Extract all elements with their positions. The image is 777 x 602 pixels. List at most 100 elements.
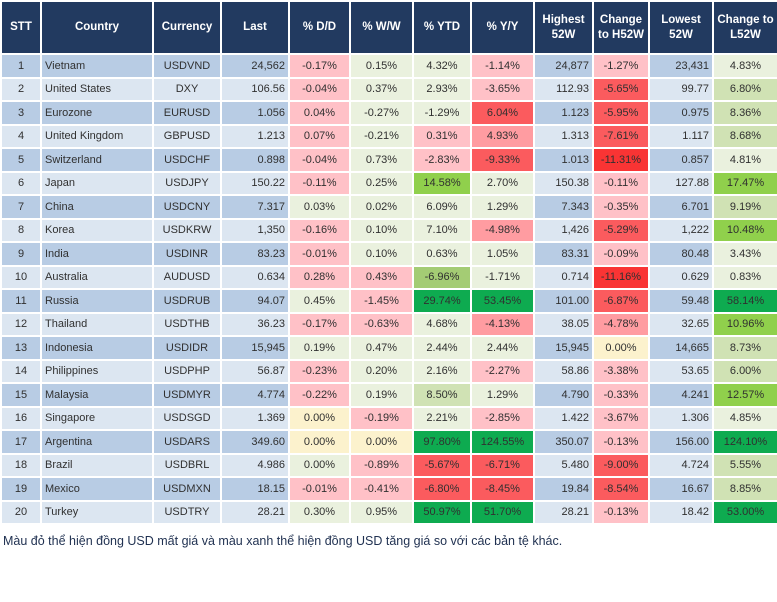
- cell-currency: GBPUSD: [152, 123, 222, 149]
- cell-currency: USDARS: [152, 429, 222, 455]
- cell-highest-52w: 1.013: [533, 147, 594, 173]
- cell-stt: 9: [0, 241, 42, 267]
- cell-last: 36.23: [220, 311, 290, 337]
- cell-last: 1.369: [220, 405, 290, 431]
- table-row: 9 India USDINR 83.23 -0.01% 0.10% 0.63% 1.05% 83…: [0, 241, 777, 267]
- cell-pct-dd: -0.01%: [288, 476, 351, 502]
- cell-last: 56.87: [220, 358, 290, 384]
- cell-lowest-52w: 1.117: [648, 123, 714, 149]
- cell-pct-ww: 0.10%: [349, 241, 414, 267]
- cell-currency: USDTHB: [152, 311, 222, 337]
- cell-pct-ytd: 97.80%: [412, 429, 472, 455]
- cell-lowest-52w: 16.67: [648, 476, 714, 502]
- cell-last: 18.15: [220, 476, 290, 502]
- cell-pct-ww: 0.02%: [349, 194, 414, 220]
- cell-pct-yy: 2.44%: [470, 335, 535, 361]
- cell-country: Turkey: [40, 499, 154, 525]
- cell-last: 1,350: [220, 217, 290, 243]
- column-header: Country: [40, 0, 154, 55]
- cell-stt: 15: [0, 382, 42, 408]
- cell-country: Vietnam: [40, 53, 154, 79]
- cell-pct-dd: 0.30%: [288, 499, 351, 525]
- cell-last: 4.986: [220, 452, 290, 478]
- cell-highest-52w: 112.93: [533, 76, 594, 102]
- cell-pct-ytd: 4.32%: [412, 53, 472, 79]
- cell-last: 83.23: [220, 241, 290, 267]
- table-row: 6 Japan USDJPY 150.22 -0.11% 0.25% 14.58% 2.70%…: [0, 170, 777, 196]
- cell-pct-ytd: -6.80%: [412, 476, 472, 502]
- cell-chg-to-h52w: -0.13%: [592, 429, 650, 455]
- header-row: STT Country Currency Last% D/D% W/W% YTD% Y…: [0, 0, 777, 55]
- cell-country: Korea: [40, 217, 154, 243]
- cell-highest-52w: 5.480: [533, 452, 594, 478]
- cell-chg-to-l52w: 5.55%: [712, 452, 777, 478]
- cell-stt: 16: [0, 405, 42, 431]
- cell-pct-yy: -4.98%: [470, 217, 535, 243]
- cell-pct-ytd: -6.96%: [412, 264, 472, 290]
- cell-pct-dd: -0.22%: [288, 382, 351, 408]
- cell-highest-52w: 101.00: [533, 288, 594, 314]
- cell-lowest-52w: 14,665: [648, 335, 714, 361]
- cell-pct-ytd: 8.50%: [412, 382, 472, 408]
- cell-pct-ytd: 50.97%: [412, 499, 472, 525]
- cell-pct-ww: 0.19%: [349, 382, 414, 408]
- cell-chg-to-l52w: 4.85%: [712, 405, 777, 431]
- cell-last: 4.774: [220, 382, 290, 408]
- cell-pct-ytd: 7.10%: [412, 217, 472, 243]
- cell-pct-ytd: 2.93%: [412, 76, 472, 102]
- cell-chg-to-l52w: 10.48%: [712, 217, 777, 243]
- cell-pct-dd: -0.04%: [288, 76, 351, 102]
- cell-pct-yy: 1.05%: [470, 241, 535, 267]
- cell-chg-to-h52w: -1.27%: [592, 53, 650, 79]
- cell-pct-ytd: -2.83%: [412, 147, 472, 173]
- cell-highest-52w: 0.714: [533, 264, 594, 290]
- cell-stt: 10: [0, 264, 42, 290]
- table-row: 1 Vietnam USDVND 24,562 -0.17% 0.15% 4.32% -1.1…: [0, 53, 777, 79]
- table-row: 17 Argentina USDARS 349.60 0.00% 0.00% 97.80% 1…: [0, 429, 777, 455]
- cell-chg-to-h52w: -0.09%: [592, 241, 650, 267]
- cell-chg-to-h52w: 0.00%: [592, 335, 650, 361]
- color-legend-note: Màu đỏ thể hiện đồng USD mất giá và màu …: [3, 534, 563, 548]
- cell-highest-52w: 150.38: [533, 170, 594, 196]
- table-row: 20 Turkey USDTRY 28.21 0.30% 0.95% 50.97% 51.70…: [0, 499, 777, 525]
- cell-lowest-52w: 6.701: [648, 194, 714, 220]
- cell-country: Eurozone: [40, 100, 154, 126]
- table-row: 5 Switzerland USDCHF 0.898 -0.04% 0.73% -2.83%…: [0, 147, 777, 173]
- cell-last: 0.634: [220, 264, 290, 290]
- cell-chg-to-h52w: -5.29%: [592, 217, 650, 243]
- column-header: STT: [0, 0, 42, 55]
- cell-pct-yy: 6.04%: [470, 100, 535, 126]
- cell-pct-dd: 0.00%: [288, 405, 351, 431]
- cell-pct-dd: -0.17%: [288, 311, 351, 337]
- cell-pct-dd: -0.17%: [288, 53, 351, 79]
- cell-chg-to-l52w: 12.57%: [712, 382, 777, 408]
- cell-lowest-52w: 0.857: [648, 147, 714, 173]
- cell-country: United States: [40, 76, 154, 102]
- table-row: 8 Korea USDKRW 1,350 -0.16% 0.10% 7.10% -4.98% 1…: [0, 217, 777, 243]
- cell-lowest-52w: 80.48: [648, 241, 714, 267]
- cell-highest-52w: 4.790: [533, 382, 594, 408]
- cell-country: India: [40, 241, 154, 267]
- cell-stt: 17: [0, 429, 42, 455]
- table-row: 11 Russia USDRUB 94.07 0.45% -1.45% 29.74% 53.4…: [0, 288, 777, 314]
- cell-last: 15,945: [220, 335, 290, 361]
- cell-pct-dd: -0.01%: [288, 241, 351, 267]
- cell-chg-to-h52w: -5.95%: [592, 100, 650, 126]
- cell-currency: USDVND: [152, 53, 222, 79]
- cell-last: 94.07: [220, 288, 290, 314]
- cell-country: Switzerland: [40, 147, 154, 173]
- cell-stt: 8: [0, 217, 42, 243]
- cell-stt: 20: [0, 499, 42, 525]
- cell-currency: DXY: [152, 76, 222, 102]
- cell-country: Thailand: [40, 311, 154, 337]
- cell-lowest-52w: 0.629: [648, 264, 714, 290]
- column-header: % Y/Y: [470, 0, 535, 55]
- cell-pct-yy: 51.70%: [470, 499, 535, 525]
- cell-currency: USDMXN: [152, 476, 222, 502]
- cell-pct-ww: 0.15%: [349, 53, 414, 79]
- cell-lowest-52w: 1.306: [648, 405, 714, 431]
- table-row: 4 United Kingdom GBPUSD 1.213 0.07% -0.21% 0.3…: [0, 123, 777, 149]
- cell-currency: USDKRW: [152, 217, 222, 243]
- cell-last: 106.56: [220, 76, 290, 102]
- cell-country: Singapore: [40, 405, 154, 431]
